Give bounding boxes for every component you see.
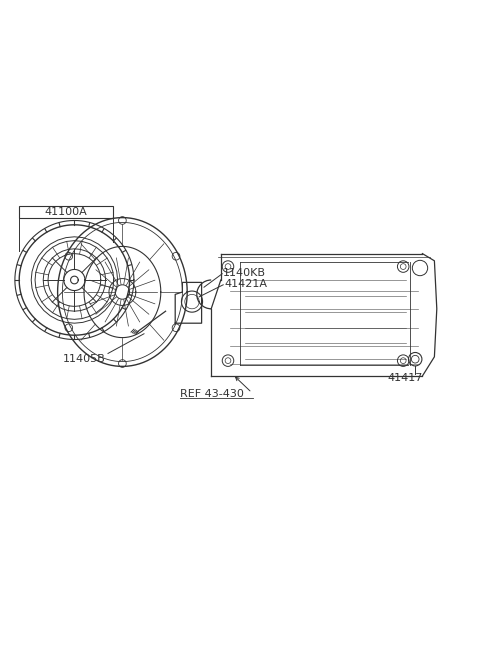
Text: 41417: 41417 [388,373,423,383]
Text: 11405B: 11405B [62,354,106,364]
Text: 1140KB: 1140KB [223,268,266,277]
Text: 41421A: 41421A [225,279,268,289]
Text: REF 43-430: REF 43-430 [180,389,244,400]
Bar [19,205,113,218]
Text: 41100A: 41100A [45,207,88,217]
